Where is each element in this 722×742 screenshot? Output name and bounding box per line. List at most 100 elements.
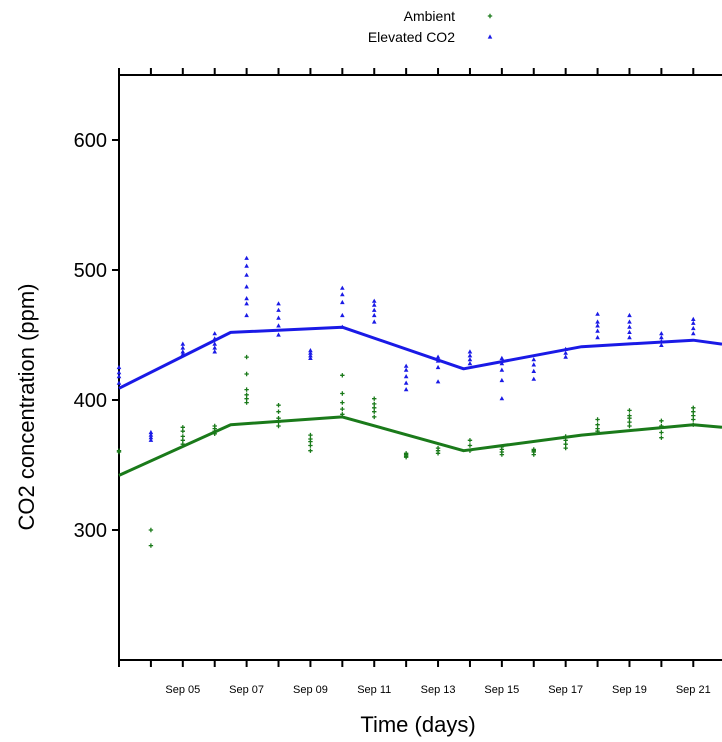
data-point	[435, 379, 441, 384]
data-point	[372, 405, 377, 410]
data-point	[276, 416, 281, 421]
data-point	[403, 363, 409, 368]
data-point	[627, 324, 632, 329]
data-point	[531, 368, 537, 373]
x-tick-label: Sep 07	[229, 684, 264, 696]
data-point	[371, 307, 377, 312]
data-point	[403, 387, 409, 392]
legend-label-elevated-co2: Elevated CO2	[368, 29, 455, 45]
data-point	[244, 312, 249, 318]
data-point	[371, 302, 377, 307]
data-point	[372, 401, 377, 407]
legend-label-ambient: Ambient	[404, 8, 455, 24]
y-tick-label: 500	[74, 260, 107, 282]
data-point	[340, 312, 345, 318]
data-point	[659, 342, 664, 347]
data-point	[659, 430, 664, 435]
data-point	[340, 324, 345, 329]
data-point	[244, 263, 249, 268]
data-point	[340, 400, 345, 405]
data-point	[244, 400, 249, 405]
data-point	[403, 367, 409, 372]
data-point	[276, 419, 281, 425]
x-tick-label: Sep 15	[484, 684, 519, 696]
data-point	[180, 425, 186, 430]
x-tick-label: Sep 17	[548, 684, 583, 696]
data-point	[691, 409, 696, 414]
data-point	[467, 361, 473, 366]
data-point	[148, 527, 154, 533]
data-point	[659, 338, 664, 344]
series-elevated-co2	[116, 255, 722, 442]
data-point	[244, 272, 249, 277]
data-point	[659, 335, 664, 340]
data-point	[435, 358, 441, 363]
data-point	[244, 255, 249, 260]
data-point	[403, 451, 409, 456]
data-point	[595, 422, 600, 427]
data-point	[308, 348, 313, 353]
data-point	[627, 335, 632, 340]
data-point	[276, 409, 281, 414]
data-point	[244, 284, 249, 289]
data-point	[690, 316, 696, 321]
data-point	[308, 355, 313, 360]
data-point	[563, 434, 568, 439]
data-point	[691, 413, 696, 418]
data-point	[691, 422, 696, 427]
series-ambient	[116, 354, 722, 548]
data-point	[690, 331, 696, 336]
data-point	[659, 435, 664, 440]
data-point	[116, 370, 122, 375]
data-point	[499, 355, 505, 360]
data-point	[180, 438, 186, 443]
data-point	[244, 354, 249, 360]
data-point	[531, 376, 537, 381]
y-tick-label: 600	[74, 130, 107, 152]
data-point	[180, 351, 186, 357]
data-point	[563, 442, 568, 447]
data-point	[116, 448, 122, 453]
data-point	[276, 307, 281, 312]
x-tick-label: Sep 05	[165, 684, 200, 696]
data-point	[148, 437, 154, 442]
data-point	[435, 354, 441, 359]
data-point	[499, 444, 505, 449]
data-point	[435, 445, 441, 451]
data-point	[308, 353, 313, 358]
data-point	[595, 323, 600, 328]
data-point	[499, 367, 505, 372]
x-tick-label: Sep 19	[612, 684, 647, 696]
data-point	[244, 387, 249, 392]
series-layer	[116, 255, 722, 548]
data-point	[276, 323, 281, 328]
data-point	[499, 377, 505, 383]
data-point	[595, 328, 600, 333]
y-axis-title: CO2 concentration (ppm)	[14, 284, 39, 531]
data-point	[659, 331, 664, 336]
data-point	[180, 429, 186, 434]
data-point	[244, 371, 249, 377]
data-point	[276, 315, 281, 320]
data-point	[467, 443, 473, 448]
data-point	[563, 346, 568, 351]
data-point	[595, 319, 600, 324]
data-point	[372, 396, 377, 401]
data-point	[180, 434, 186, 439]
data-point	[627, 319, 632, 324]
data-point	[180, 349, 186, 354]
data-point	[148, 432, 154, 437]
y-tick-label: 400	[74, 390, 107, 412]
data-point	[595, 426, 600, 431]
data-point	[595, 417, 600, 422]
data-point	[148, 543, 154, 548]
legend-marker-symbol	[487, 13, 493, 19]
data-point	[212, 349, 218, 354]
data-point	[690, 320, 696, 325]
data-point	[340, 285, 345, 290]
data-point	[627, 423, 632, 429]
x-tick-label: Sep 13	[421, 684, 456, 696]
legend-marker-elevated-co2	[487, 34, 493, 39]
x-axis: Sep 05 Sep 07 Sep 09 Sep 11 Sep 13 Sep 15 Sep …	[118, 68, 711, 696]
